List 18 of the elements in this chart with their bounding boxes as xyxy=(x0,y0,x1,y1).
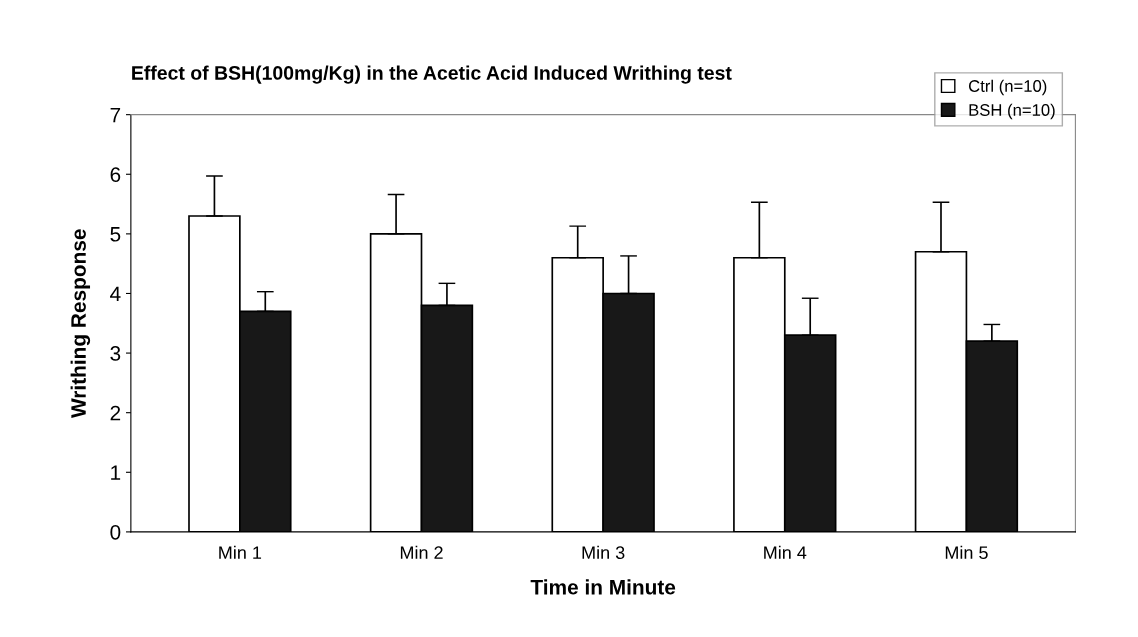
x-tick-label: Min 4 xyxy=(764,545,807,559)
chart-title: Effect of BSH(100mg/Kg) in the Acetic Acid Induced Writhing test xyxy=(132,65,732,84)
y-axis-title: Writhing Response xyxy=(70,229,91,418)
y-tick-label: 6 xyxy=(110,167,121,183)
legend-label: BSH (n=10) xyxy=(969,103,1055,120)
x-tick-label: Min 2 xyxy=(400,545,443,559)
y-tick-label: 7 xyxy=(110,107,121,123)
legend-label: Ctrl (n=10) xyxy=(968,79,1047,96)
x-tick-label: Min 5 xyxy=(945,545,988,560)
x-tick-label: Min 1 xyxy=(219,545,262,559)
y-tick-label: 3 xyxy=(110,346,121,361)
x-tick-label: Min 3 xyxy=(582,545,625,560)
y-tick-label: 5 xyxy=(110,227,121,242)
x-axis-title: Time in Minute xyxy=(530,579,676,595)
y-tick-label: 2 xyxy=(110,405,121,421)
y-tick-label: 4 xyxy=(110,286,121,302)
y-tick-label: 1 xyxy=(111,465,121,480)
y-tick-label: 0 xyxy=(110,524,121,540)
